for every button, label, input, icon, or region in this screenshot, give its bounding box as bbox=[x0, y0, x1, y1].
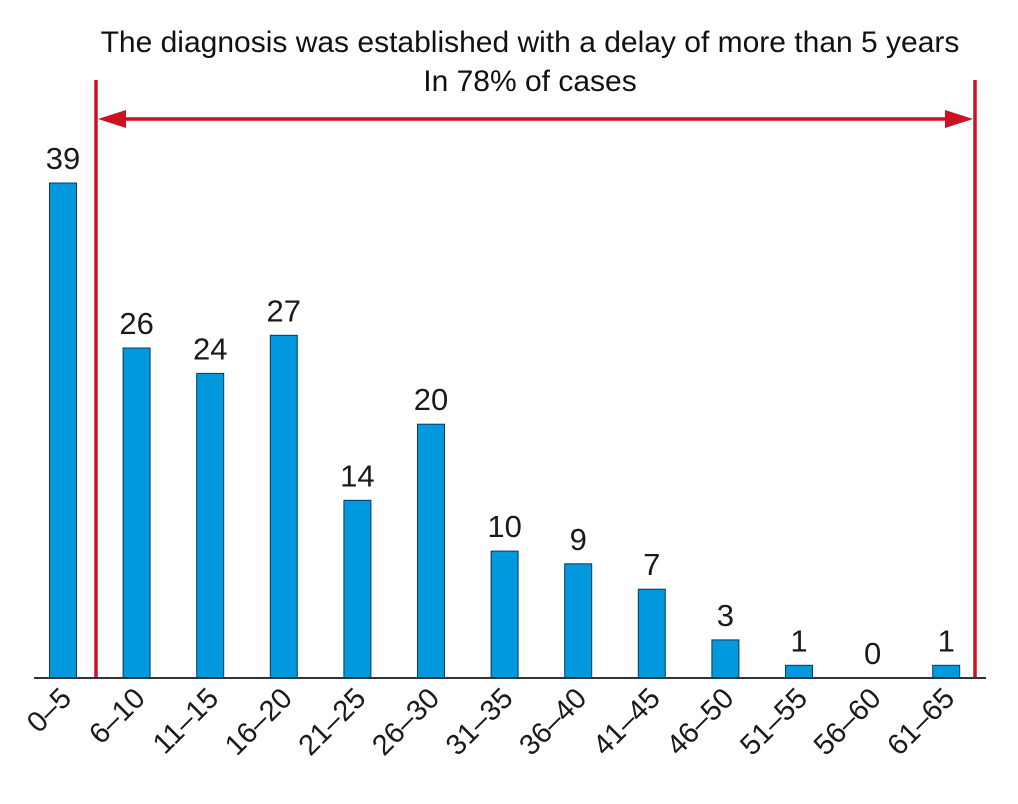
tick-label-16–20: 16–20 bbox=[219, 682, 299, 762]
bar-36–40 bbox=[564, 563, 593, 679]
tick-label-41–45: 41–45 bbox=[587, 682, 667, 762]
bar-0–5 bbox=[49, 182, 77, 679]
arrow-left-icon bbox=[98, 110, 126, 128]
value-label-61–65: 1 bbox=[938, 623, 955, 658]
tick-label-21–25: 21–25 bbox=[293, 682, 373, 762]
bar-41–45 bbox=[637, 588, 666, 679]
tick-label-31–35: 31–35 bbox=[440, 682, 520, 762]
tick-label-26–30: 26–30 bbox=[366, 682, 446, 762]
tick-label-46–50: 46–50 bbox=[661, 682, 741, 762]
value-label-51–55: 1 bbox=[790, 623, 807, 658]
tick-label-56–60: 56–60 bbox=[808, 682, 888, 762]
value-label-46–50: 3 bbox=[717, 598, 734, 633]
value-label-31–35: 10 bbox=[487, 509, 521, 544]
tick-label-51–55: 51–55 bbox=[734, 682, 814, 762]
tick-label-61–65: 61–65 bbox=[881, 682, 961, 762]
value-label-16–20: 27 bbox=[267, 293, 301, 328]
value-label-41–45: 7 bbox=[643, 547, 660, 582]
bar-46–50 bbox=[711, 639, 740, 679]
value-label-6–10: 26 bbox=[119, 306, 153, 341]
bar-61–65 bbox=[932, 664, 961, 679]
value-label-36–40: 9 bbox=[570, 522, 587, 557]
value-label-11–15: 24 bbox=[193, 331, 227, 366]
bar-6–10 bbox=[122, 347, 151, 679]
arrow-right-icon bbox=[945, 110, 973, 128]
bar-16–20 bbox=[269, 334, 298, 679]
tick-labels-group: 0–5 6–1011–1516–2021–2526–3031–3536–4041–… bbox=[21, 682, 961, 762]
value-label-0–5: 39 bbox=[46, 141, 80, 176]
chart-subtitle: In 78% of cases bbox=[423, 65, 636, 98]
bar-31–35 bbox=[490, 550, 519, 679]
chart-title: The diagnosis was established with a del… bbox=[101, 26, 960, 59]
bar-51–55 bbox=[785, 664, 813, 679]
bar-21–25 bbox=[343, 499, 372, 679]
tick-label-11–15: 11–15 bbox=[147, 682, 225, 760]
value-label-21–25: 14 bbox=[340, 458, 374, 493]
bars-group bbox=[49, 182, 961, 679]
bar-11–15 bbox=[196, 372, 225, 679]
bar-26–30 bbox=[417, 423, 445, 679]
tick-label-36–40: 36–40 bbox=[513, 682, 593, 762]
value-label-26–30: 20 bbox=[414, 382, 448, 417]
tick-label-6–10: 6–10 bbox=[83, 682, 151, 750]
value-label-56–60: 0 bbox=[864, 636, 881, 671]
tick-label-0–5: 0–5 bbox=[21, 682, 78, 739]
